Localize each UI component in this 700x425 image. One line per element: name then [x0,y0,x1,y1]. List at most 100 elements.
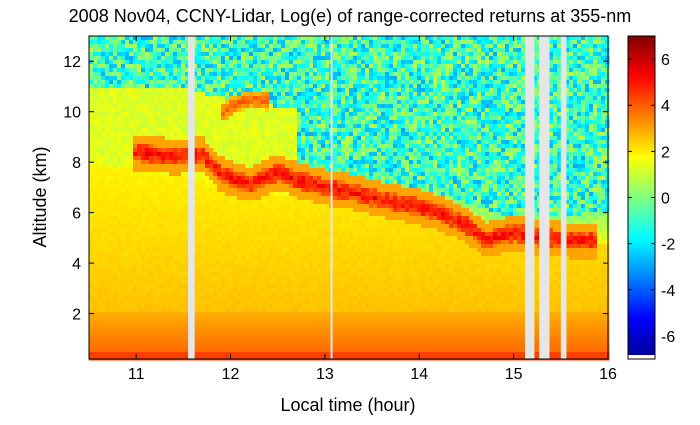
heatmap-cell [121,196,126,201]
heatmap-cell [233,112,238,117]
heatmap-cell [137,140,142,145]
heatmap-cell [317,188,322,193]
heatmap-cell [205,320,210,325]
heatmap-cell [125,184,130,189]
heatmap-cell [289,332,294,337]
heatmap-cell [125,36,130,41]
heatmap-cell [289,272,294,277]
heatmap-cell [133,344,138,349]
heatmap-cell [281,156,286,161]
heatmap-cell [173,116,178,121]
heatmap-cell [213,52,218,57]
heatmap-cell [289,284,294,289]
heatmap-cell [177,164,182,169]
heatmap-cell [185,336,190,341]
heatmap-cell [317,312,322,317]
heatmap-cell [93,148,98,153]
heatmap-cell [333,56,338,61]
heatmap-cell [97,108,102,113]
heatmap-cell [285,124,290,129]
heatmap-cell [153,60,158,65]
heatmap-cell [157,176,162,181]
heatmap-cell [93,320,98,325]
heatmap-cell [225,144,230,149]
heatmap-cell [333,136,338,141]
heatmap-cell [237,36,242,41]
heatmap-cell [137,236,142,241]
heatmap-cell [201,128,206,133]
heatmap-cell [129,168,134,173]
heatmap-cell [301,168,306,173]
heatmap-cell [153,80,158,85]
heatmap-cell [265,72,270,77]
heatmap-cell [217,84,222,89]
heatmap-cell [149,48,154,53]
heatmap-cell [125,260,130,265]
heatmap-cell [113,80,118,85]
heatmap-cell [133,260,138,265]
heatmap-cell [173,252,178,257]
heatmap-cell [261,112,266,117]
heatmap-cell [157,72,162,77]
heatmap-cell [121,296,126,301]
heatmap-cell [217,156,222,161]
heatmap-cell [285,224,290,229]
heatmap-cell [169,352,174,357]
heatmap-cell [157,144,162,149]
heatmap-cell [157,296,162,301]
heatmap-cell [289,248,294,253]
heatmap-cell [153,336,158,341]
heatmap-cell [217,264,222,269]
heatmap-cell [317,224,322,229]
heatmap-cell [161,356,166,361]
heatmap-cell [233,76,238,81]
heatmap-cell [217,356,222,361]
heatmap-cell [205,228,210,233]
heatmap-cell [245,316,250,321]
heatmap-cell [277,60,282,65]
heatmap-cell [133,212,138,217]
heatmap-cell [145,184,150,189]
heatmap-cell [265,248,270,253]
heatmap-cell [325,264,330,269]
heatmap-cell [217,320,222,325]
heatmap-cell [109,332,114,337]
heatmap-cell [241,340,246,345]
heatmap-cell [165,340,170,345]
heatmap-cell [253,304,258,309]
heatmap-cell [177,272,182,277]
heatmap-cell [137,224,142,229]
heatmap-cell [169,276,174,281]
heatmap-cell [269,124,274,129]
heatmap-cell [169,152,174,157]
heatmap-cell [261,100,266,105]
heatmap-cell [325,208,330,213]
heatmap-cell [245,292,250,297]
heatmap-cell [113,336,118,341]
heatmap-cell [89,280,94,285]
heatmap-cell [277,288,282,293]
heatmap-cell [205,308,210,313]
heatmap-cell [153,272,158,277]
heatmap-cell [197,68,202,73]
heatmap-cell [317,128,322,133]
heatmap-cell [317,160,322,165]
heatmap-cell [153,228,158,233]
heatmap-cell [293,184,298,189]
heatmap-cell [221,44,226,49]
heatmap-cell [297,320,302,325]
heatmap-cell [237,96,242,101]
heatmap-cell [209,232,214,237]
heatmap-cell [317,180,322,185]
heatmap-cell [89,156,94,161]
heatmap-cell [281,260,286,265]
heatmap-cell [317,336,322,341]
heatmap-cell [225,264,230,269]
heatmap-cell [193,260,198,265]
heatmap-cell [105,332,110,337]
heatmap-cell [269,116,274,121]
heatmap-cell [109,256,114,261]
heatmap-cell [233,52,238,57]
heatmap-cell [213,140,218,145]
heatmap-cell [269,60,274,65]
